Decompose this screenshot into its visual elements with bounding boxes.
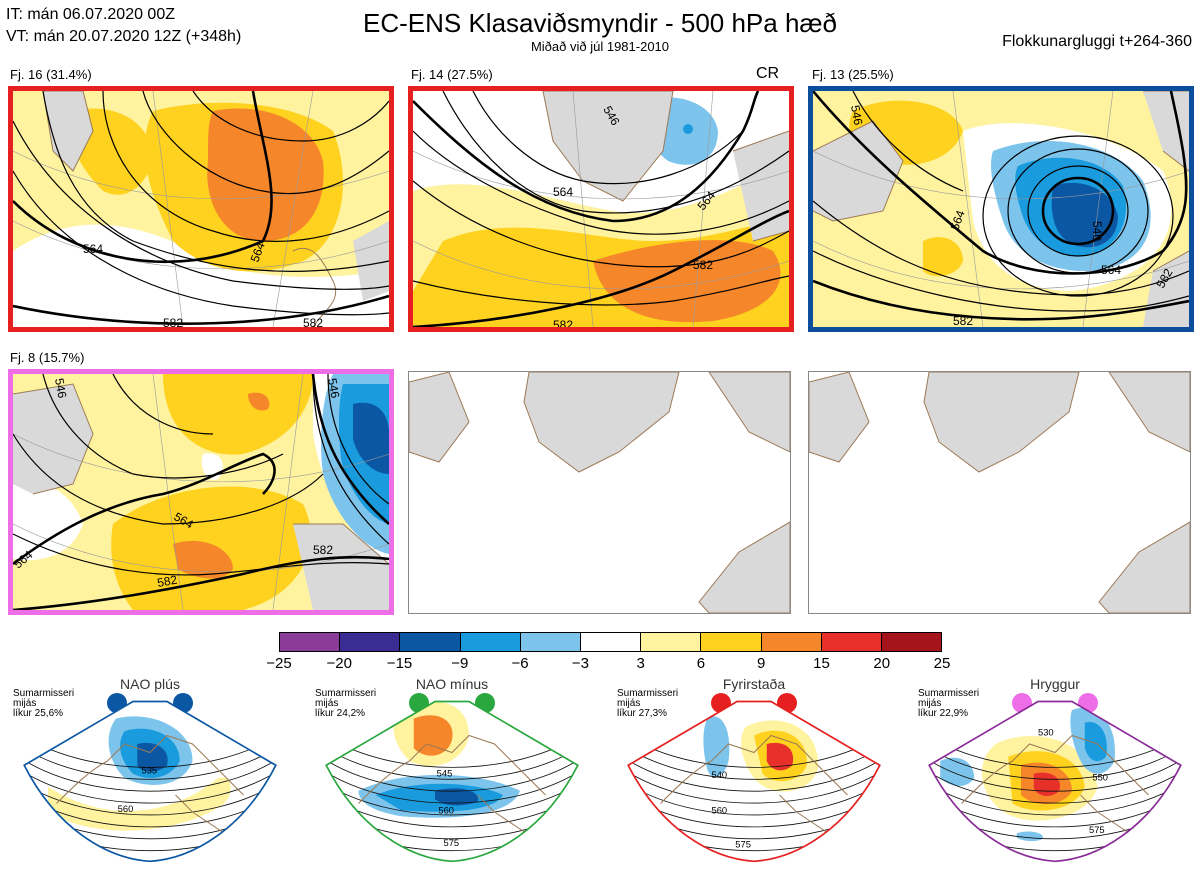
regime-map: 540 560 575 (627, 700, 881, 863)
colorbar-tick-label: 15 (813, 655, 830, 672)
contour-label: 582 (163, 316, 183, 327)
regime-map: 545 560 575 (325, 700, 579, 863)
regime-map: 530 550 575 (928, 700, 1182, 863)
colorbar-swatch (761, 633, 822, 651)
regime-contour-label: 550 (1092, 773, 1108, 783)
regime-contour-label: 560 (118, 804, 134, 814)
colorbar-tick-label: 25 (933, 655, 951, 672)
colorbar-tick-label: −20 (326, 655, 352, 672)
regime-stat-line: líkur 24,2% (315, 708, 366, 719)
regime-stat-line: líkur 22,9% (918, 708, 969, 719)
regime-name: NAO plús (120, 676, 180, 692)
anomaly-colorbar (279, 632, 942, 652)
regime-stats: Sumarmisseri mijás líkur 27,3% (617, 689, 678, 719)
regime-stat-line: líkur 27,3% (617, 708, 668, 719)
contour-label: 564 (83, 242, 103, 256)
colorbar-tick-label: 6 (696, 655, 706, 672)
colorbar-tick-label: 9 (757, 655, 766, 672)
contour-label: 540 (1090, 221, 1104, 241)
valid-time: VT: mán 20.07.2020 12Z (+348h) (6, 28, 242, 45)
regime-stats: Sumarmisseri mijás líkur 22,9% (918, 689, 979, 719)
regime-contour-label: 535 (141, 766, 157, 776)
colorbar-swatch (641, 633, 702, 651)
contour-label: 582 (303, 316, 323, 327)
contour-label: 582 (953, 314, 973, 327)
empty-cluster-map-1 (408, 371, 791, 614)
regime-contour-label: 545 (437, 768, 453, 778)
colorbar-tick-label: −9 (451, 655, 469, 672)
colorbar-tick-label: −6 (511, 655, 529, 672)
regime-name: NAO mínus (415, 676, 489, 692)
regime-stat-line: mijás (617, 698, 641, 709)
regime-contour-label: 560 (712, 806, 728, 816)
regime-stats: Sumarmisseri mijás líkur 24,2% (315, 689, 376, 719)
regime-contour-label: 560 (438, 806, 454, 816)
page-subtitle: Miðað við júl 1981-2010 (530, 39, 670, 54)
colorbar-tick-label: −15 (386, 655, 413, 672)
regime-contour-label: 540 (712, 770, 728, 780)
cluster-map-8: 546 564 564 582 582 546 (8, 369, 394, 615)
colorbar-swatch (701, 633, 762, 651)
regime-stat-line: mijás (315, 698, 339, 709)
contour-label: 582 (693, 258, 713, 272)
regime-stat-line: Sumarmisseri (617, 688, 679, 699)
cluster-tag-cr: CR (756, 65, 780, 82)
regime-stat-line: mijás (13, 698, 37, 709)
regime-stat-line: Sumarmisseri (918, 688, 980, 699)
regime-contour-label: 575 (735, 840, 751, 850)
empty-cluster-map-2 (808, 371, 1191, 614)
cluster-label-13: Fj. 13 (25.5%) (812, 67, 894, 82)
contour-label: 564 (948, 208, 968, 232)
initial-time: IT: mán 06.07.2020 00Z (6, 6, 175, 23)
contour-label: 564 (1101, 263, 1121, 277)
colorbar-swatch (460, 633, 521, 651)
colorbar-swatch (400, 633, 461, 651)
colorbar-swatch (821, 633, 882, 651)
cluster-label-8: Fj. 8 (15.7%) (10, 350, 85, 365)
colorbar-swatch (881, 633, 942, 651)
cluster-map-14: 546 564 564 582 582 (408, 86, 794, 332)
contour-label: 564 (553, 185, 573, 199)
regime-name: Hryggur (1030, 676, 1080, 692)
cluster-map-13: 546 564 540 564 582 582 (808, 86, 1194, 332)
contour-label: 582 (553, 318, 573, 327)
classification-window: Flokkunargluggi t+264-360 (1002, 33, 1192, 50)
colorbar-swatch (340, 633, 401, 651)
contour-label: 582 (156, 573, 178, 590)
regime-stat-line: Sumarmisseri (13, 688, 75, 699)
regime-stats: Sumarmisseri mijás líkur 25,6% (13, 689, 74, 719)
regime-contour-label: 575 (444, 838, 460, 848)
contour-label: 564 (248, 240, 268, 264)
regime-contour-label: 530 (1038, 728, 1054, 738)
colorbar-tick-label: 20 (873, 655, 891, 672)
cluster-label-14: Fj. 14 (27.5%) (411, 67, 493, 82)
regime-map: 535 560 (23, 700, 277, 863)
contour-label: 582 (313, 543, 333, 557)
cluster-map-16: 564 564 582 582 (8, 86, 394, 332)
regime-name: Fyrirstaða (722, 676, 786, 692)
regime-stat-line: líkur 25,6% (13, 708, 64, 719)
contour-label: 546 (848, 104, 865, 126)
contour-label: 546 (52, 377, 69, 399)
contour-label: 546 (325, 377, 342, 399)
colorbar-tick-label: 3 (636, 655, 645, 672)
forecast-times: IT: mán 06.07.2020 00Z VT: mán 20.07.202… (6, 4, 241, 48)
colorbar-tick-label: −25 (266, 655, 292, 672)
colorbar-swatch (580, 633, 642, 651)
cluster-label-16: Fj. 16 (31.4%) (10, 67, 92, 82)
colorbar-tick-label: −3 (571, 655, 589, 672)
colorbar-swatch (520, 633, 581, 651)
page-title: EC-ENS Klasaviðsmyndir - 500 hPa hæð (363, 8, 837, 38)
regime-contour-label: 575 (1089, 825, 1105, 835)
colorbar-swatch (280, 633, 341, 651)
regime-stat-line: mijás (918, 698, 942, 709)
regime-stat-line: Sumarmisseri (315, 688, 377, 699)
